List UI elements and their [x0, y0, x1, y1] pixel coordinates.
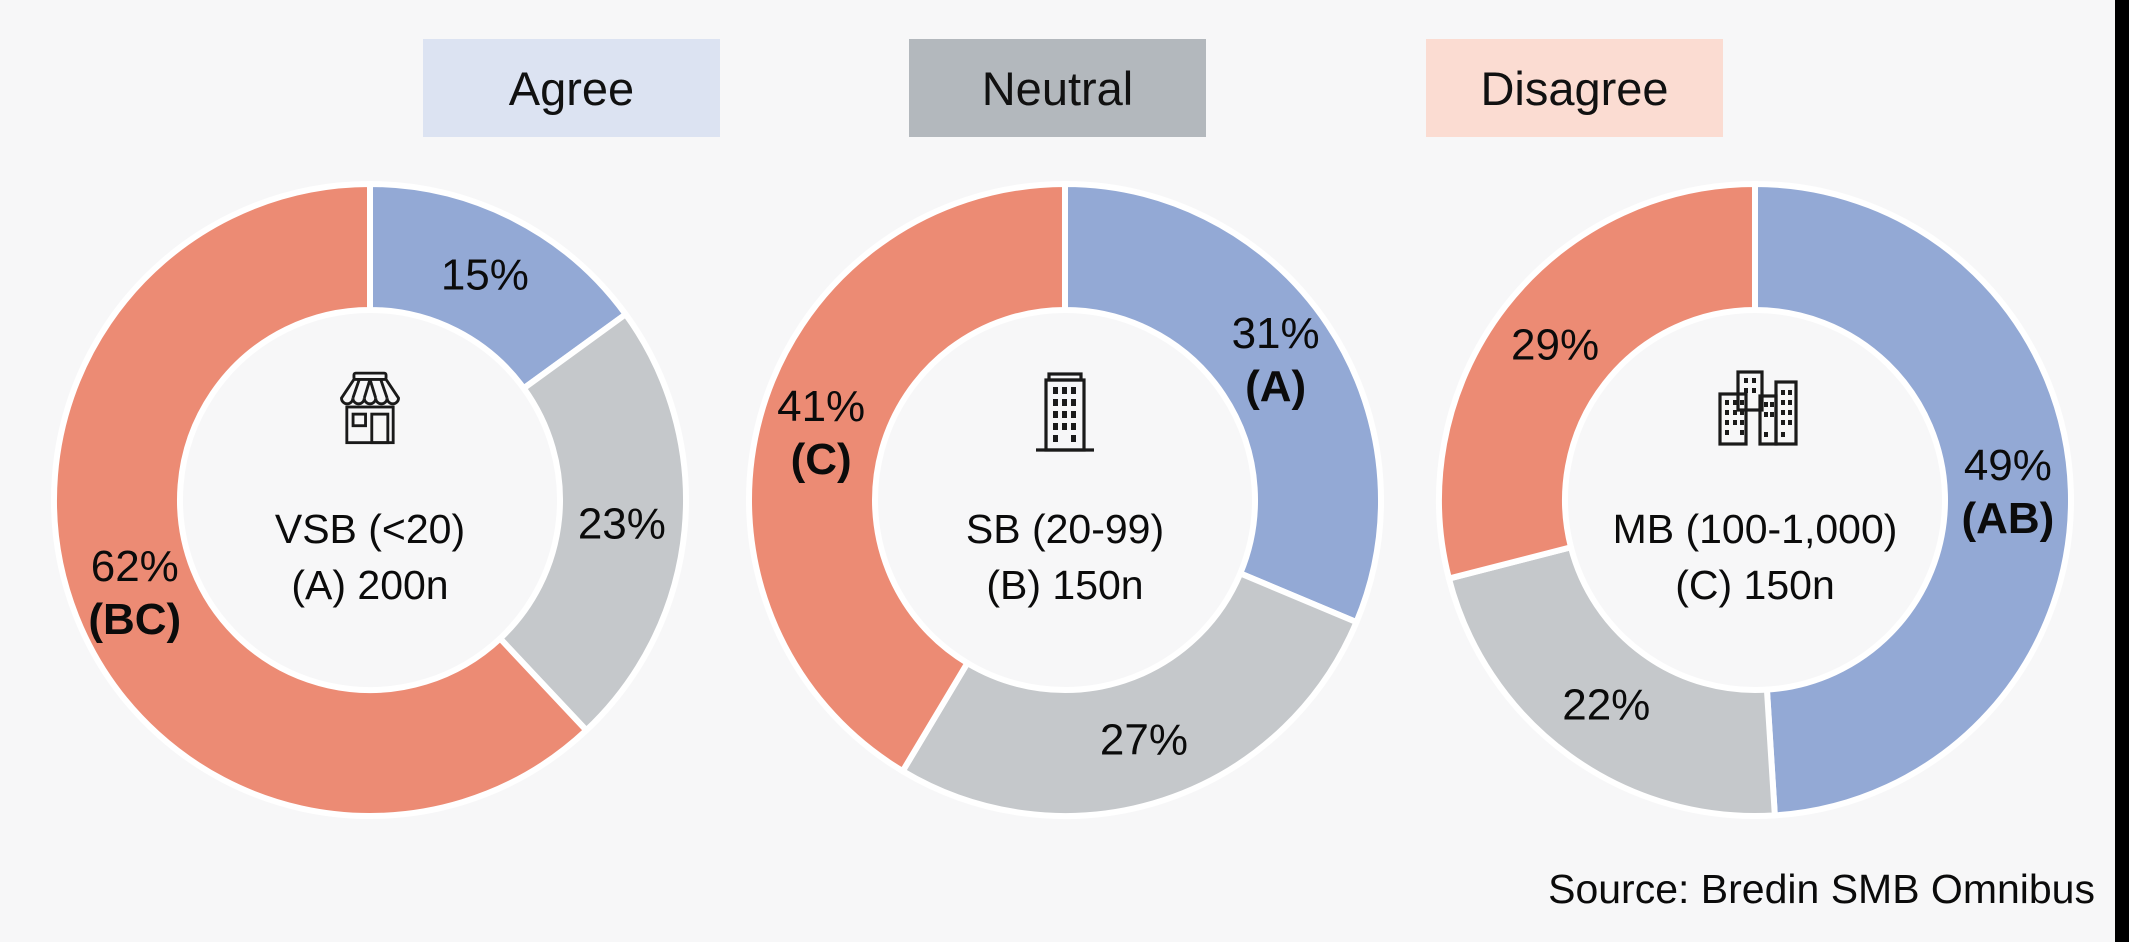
sample-label: (B) 150n — [986, 562, 1144, 608]
right-edge-bar — [2115, 0, 2129, 942]
legend-item-disagree: Disagree — [1426, 39, 1723, 137]
donut-slice-disagree — [746, 181, 1068, 775]
slice-label-disagree: 62% (BC) — [88, 542, 182, 645]
donut-slice-agree — [1062, 181, 1384, 626]
legend-item-agree: Agree — [423, 39, 720, 137]
donut-slice-disagree — [51, 181, 590, 819]
legend-item-neutral: Neutral — [909, 39, 1206, 137]
donut-center-text-sb: SB (20-99) (B) 150n — [735, 501, 1395, 613]
donut-ring-sb — [746, 181, 1384, 819]
donut-ring-vsb — [51, 181, 689, 819]
donut-ring-mb — [1436, 181, 2074, 819]
slice-label-neutral: 27% — [1099, 715, 1188, 765]
city-buildings-icon — [1708, 366, 1802, 455]
legend-label-disagree: Disagree — [1480, 61, 1669, 115]
donut-center-text-mb: MB (100-1,000) (C) 150n — [1425, 501, 2085, 613]
slice-label-disagree: 41% (C) — [777, 381, 866, 484]
legend-label-neutral: Neutral — [981, 61, 1134, 115]
group-label: VSB (<20) — [274, 506, 466, 552]
donut-slice-agree — [367, 181, 629, 392]
donut-slice-neutral — [497, 311, 689, 734]
source-note: Source: Bredin SMB Omnibus — [1548, 866, 2095, 912]
slice-label-agree: 15% — [440, 250, 529, 300]
slice-label-agree: 31% (A) — [1231, 308, 1320, 411]
donut-center-text-vsb: VSB (<20) (A) 200n — [40, 501, 700, 613]
office-building-icon — [1032, 366, 1098, 463]
donut-slice-neutral — [899, 570, 1360, 819]
sample-label: (A) 200n — [291, 562, 449, 608]
slice-label-disagree: 29% — [1511, 320, 1600, 370]
group-label: SB (20-99) — [965, 506, 1165, 552]
donut-chart-vsb: VSB (<20) (A) 200n 15% 23% 62% (BC) — [40, 170, 700, 830]
donut-chart-mb: MB (100-1,000) (C) 150n 49% (AB) 22% 29% — [1425, 170, 2085, 830]
slice-label-neutral: 23% — [577, 499, 666, 549]
donut-chart-sb: SB (20-99) (B) 150n 31% (A) 27% 41% (C) — [735, 170, 1395, 830]
donut-slice-disagree — [1436, 181, 1758, 582]
group-label: MB (100-1,000) — [1612, 506, 1898, 552]
slice-label-neutral: 22% — [1562, 680, 1651, 730]
donut-slice-agree — [1752, 181, 2074, 819]
legend-label-agree: Agree — [508, 61, 635, 115]
sample-label: (C) 150n — [1675, 562, 1835, 608]
donut-slice-neutral — [1445, 544, 1778, 819]
slice-label-agree: 49% (AB) — [1961, 441, 2055, 544]
storefront-icon — [327, 366, 413, 453]
